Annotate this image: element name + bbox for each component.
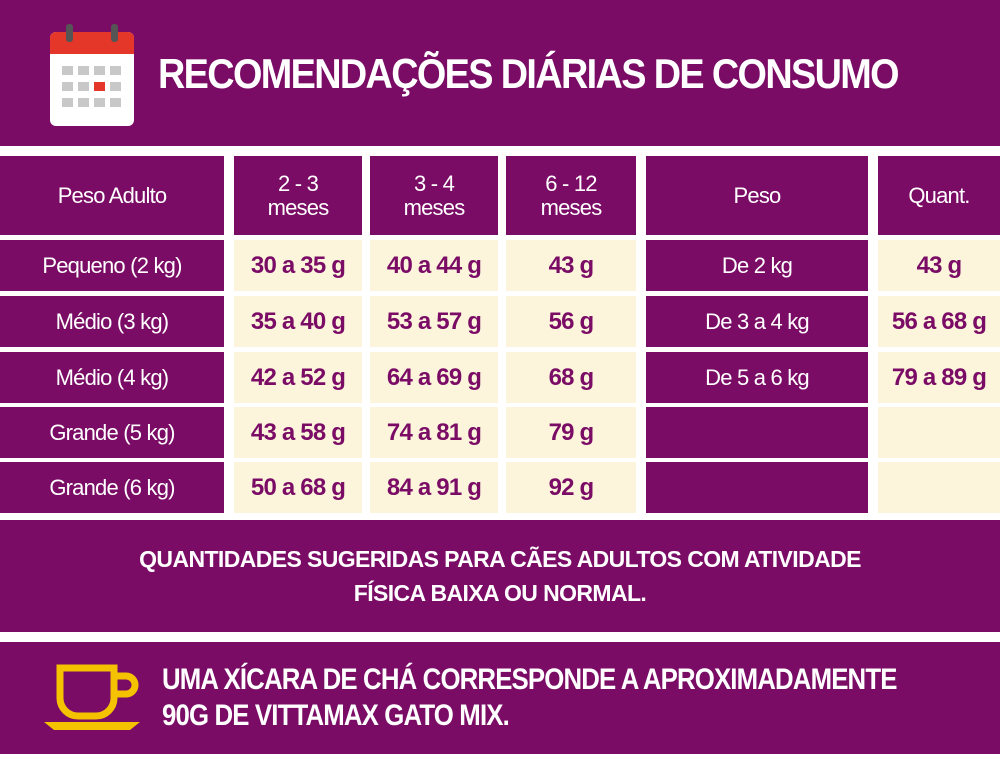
header-6-12-meses-line: 6 - 12 xyxy=(545,170,597,196)
cell-quant: 79 a 89 g xyxy=(878,352,1000,403)
cell-6-12-meses: 68 g xyxy=(506,352,636,403)
cell-3-4-meses: 40 a 44 g xyxy=(370,240,498,291)
row-label: Grande (5 kg) xyxy=(0,407,224,458)
header-6-12-meses: 6 - 12 meses xyxy=(506,156,636,235)
cell-quant xyxy=(878,462,1000,513)
row-label: Médio (3 kg) xyxy=(0,296,224,347)
cell-2-3-meses: 42 a 52 g xyxy=(234,352,362,403)
cell-2-3-meses: 30 a 35 g xyxy=(234,240,362,291)
header-3-4-meses: 3 - 4 meses xyxy=(370,156,498,235)
cell-3-4-meses: 84 a 91 g xyxy=(370,462,498,513)
header-peso-adulto: Peso Adulto xyxy=(0,156,224,235)
cup-note-banner: UMA XÍCARA DE CHÁ CORRESPONDE A APROXIMA… xyxy=(0,642,1000,754)
cell-3-4-meses: 53 a 57 g xyxy=(370,296,498,347)
cell-2-3-meses: 35 a 40 g xyxy=(234,296,362,347)
row-label: Pequeno (2 kg) xyxy=(0,240,224,291)
cell-3-4-meses: 74 a 81 g xyxy=(370,407,498,458)
header-6-12-meses-line: meses xyxy=(540,194,603,220)
cell-2-3-meses: 43 a 58 g xyxy=(234,407,362,458)
cell-peso: De 3 a 4 kg xyxy=(646,296,868,347)
cell-2-3-meses: 50 a 68 g xyxy=(234,462,362,513)
cell-peso xyxy=(646,462,868,513)
header-2-3-meses-line: 2 - 3 xyxy=(277,170,319,196)
teacup-icon xyxy=(44,664,140,730)
cell-3-4-meses: 64 a 69 g xyxy=(370,352,498,403)
header-2-3-meses: 2 - 3 meses xyxy=(234,156,362,235)
cell-6-12-meses: 43 g xyxy=(506,240,636,291)
cup-note-text: UMA XÍCARA DE CHÁ CORRESPONDE A APROXIMA… xyxy=(162,662,897,734)
header-3-4-meses-line: 3 - 4 xyxy=(413,170,455,196)
activity-note: QUANTIDADES SUGERIDAS PARA CÃES ADULTOS … xyxy=(0,520,1000,632)
header-2-3-meses-line: meses xyxy=(267,194,330,220)
cell-6-12-meses: 92 g xyxy=(506,462,636,513)
cell-peso: De 2 kg xyxy=(646,240,868,291)
header-banner: RECOMENDAÇÕES DIÁRIAS DE CONSUMO xyxy=(0,0,1000,146)
calendar-icon xyxy=(50,24,134,126)
cell-6-12-meses: 79 g xyxy=(506,407,636,458)
header-peso: Peso xyxy=(646,156,868,235)
cell-quant xyxy=(878,407,1000,458)
note-line: QUANTIDADES SUGERIDAS PARA CÃES ADULTOS … xyxy=(139,546,861,572)
cell-peso: De 5 a 6 kg xyxy=(646,352,868,403)
note-line: FÍSICA BAIXA OU NORMAL. xyxy=(353,580,647,606)
row-label: Grande (6 kg) xyxy=(0,462,224,513)
header-quant: Quant. xyxy=(878,156,1000,235)
cell-peso xyxy=(646,407,868,458)
cup-note-line: 90G DE VITTAMAX GATO MIX. xyxy=(162,699,510,732)
row-label: Médio (4 kg) xyxy=(0,352,224,403)
cell-quant: 56 a 68 g xyxy=(878,296,1000,347)
cell-6-12-meses: 56 g xyxy=(506,296,636,347)
cell-quant: 43 g xyxy=(878,240,1000,291)
header-3-4-meses-line: meses xyxy=(403,194,466,220)
page-title: RECOMENDAÇÕES DIÁRIAS DE CONSUMO xyxy=(158,50,900,97)
cup-note-line: UMA XÍCARA DE CHÁ CORRESPONDE A APROXIMA… xyxy=(162,663,897,696)
